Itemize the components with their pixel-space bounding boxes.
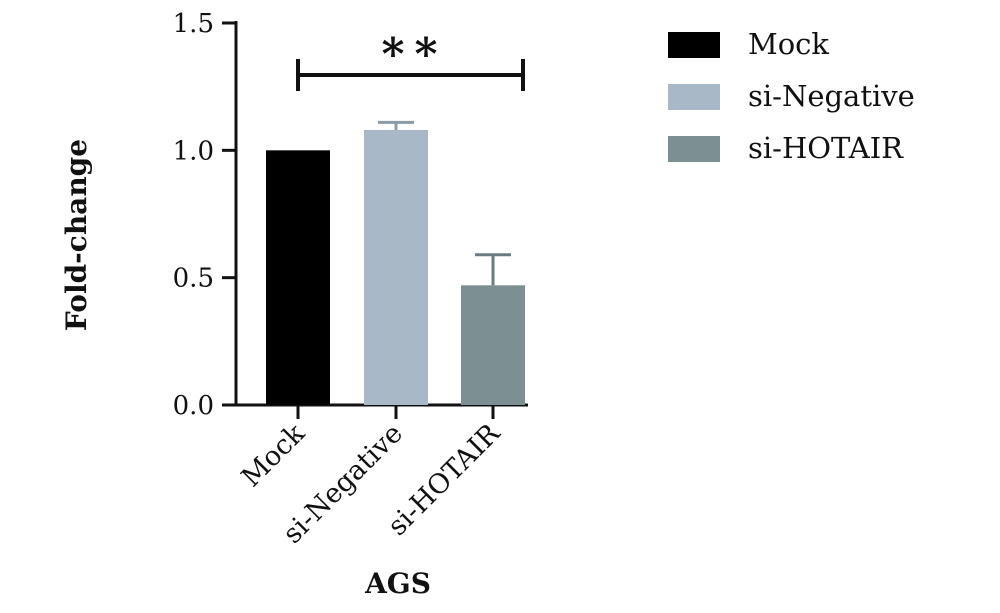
- y-axis-label: Fold-change: [60, 139, 93, 331]
- legend: Mock si-Negative si-HOTAIR: [668, 27, 915, 165]
- y-tick-label: 1.5: [173, 9, 214, 39]
- y-tick-label: 0.5: [173, 264, 214, 294]
- x-tick-label: Mock: [236, 418, 312, 494]
- y-tick-label: 0.0: [173, 391, 214, 421]
- legend-swatch: [668, 32, 720, 58]
- bar: [461, 285, 525, 405]
- y-axis: 0.0 0.5 1.0 1.5: [173, 9, 238, 421]
- legend-label: si-Negative: [748, 79, 915, 113]
- significance-annotation: **: [296, 29, 525, 91]
- legend-swatch: [668, 136, 720, 162]
- bars: [266, 129, 525, 405]
- significance-label: **: [381, 29, 447, 80]
- legend-swatch: [668, 84, 720, 110]
- x-axis-label: AGS: [364, 567, 431, 600]
- error-bars: [378, 120, 511, 286]
- legend-label: Mock: [748, 27, 829, 61]
- bar: [266, 150, 330, 405]
- y-tick-label: 1.0: [173, 136, 214, 166]
- legend-label: si-HOTAIR: [748, 131, 904, 165]
- bar: [364, 129, 428, 405]
